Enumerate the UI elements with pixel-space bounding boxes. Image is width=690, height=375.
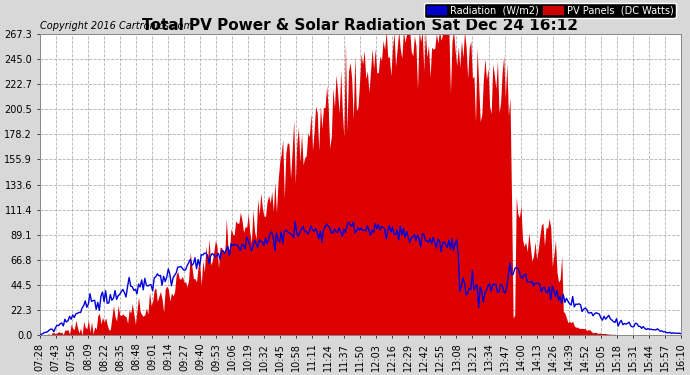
Title: Total PV Power & Solar Radiation Sat Dec 24 16:12: Total PV Power & Solar Radiation Sat Dec…: [142, 18, 578, 33]
Legend: Radiation  (W/m2), PV Panels  (DC Watts): Radiation (W/m2), PV Panels (DC Watts): [424, 3, 676, 18]
Text: Copyright 2016 Cartronics.com: Copyright 2016 Cartronics.com: [40, 21, 193, 31]
